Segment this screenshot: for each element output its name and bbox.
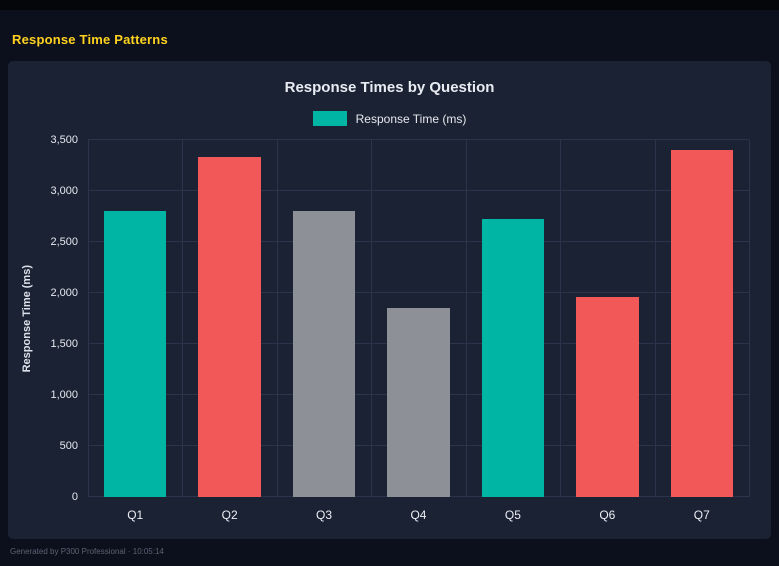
y-tick-label: 500: [59, 440, 78, 452]
bar-q6[interactable]: [576, 297, 639, 497]
bar-q2[interactable]: [198, 157, 261, 497]
gridline-h: [88, 190, 749, 191]
gridline-v: [465, 140, 467, 497]
bar-q1[interactable]: [104, 211, 167, 497]
bar-q4[interactable]: [387, 308, 450, 497]
x-tick-label: Q4: [410, 508, 427, 522]
plot-area: [88, 139, 750, 497]
bar-slot: [371, 140, 465, 497]
gridline-v: [749, 140, 750, 497]
footer-text: Generated by P300 Professional · 10:05:1…: [10, 547, 164, 556]
x-tick-label: Q5: [504, 508, 521, 522]
page-title: Response Time Patterns: [12, 32, 168, 47]
gridline-v: [654, 140, 656, 497]
bar-slot: [560, 140, 654, 497]
gridline-h: [88, 241, 749, 242]
bar-slot: [655, 140, 749, 497]
bar-q5[interactable]: [481, 218, 545, 497]
gridline-v: [371, 140, 373, 497]
legend-item[interactable]: Response Time (ms): [8, 111, 771, 126]
y-axis-title: Response Time (ms): [21, 264, 33, 373]
y-tick-label: 3,500: [50, 134, 78, 146]
x-tick-label: Q2: [221, 508, 238, 522]
bar-slot: [182, 140, 276, 497]
bar-slot: [277, 140, 371, 497]
gridline-v: [182, 140, 184, 497]
y-tick-label: 2,500: [50, 236, 78, 248]
legend-label: Response Time (ms): [355, 111, 467, 126]
y-tick-label: 0: [71, 491, 78, 503]
x-tick-label: Q3: [316, 508, 333, 522]
page-footer: Generated by P300 Professional · 10:05:1…: [0, 539, 779, 564]
gridline-h: [88, 139, 749, 140]
bar-q3[interactable]: [292, 211, 356, 497]
x-tick-label: Q7: [693, 508, 710, 522]
y-tick-label: 1,000: [50, 389, 78, 401]
x-labels: Q1 Q2 Q3 Q4 Q5 Q6 Q7: [88, 508, 749, 522]
y-tick-label: 2,000: [50, 287, 78, 299]
gridline-v: [276, 140, 278, 497]
gridline-v: [560, 140, 562, 497]
bar-slot: [466, 140, 560, 497]
y-tick-label: 3,000: [50, 185, 78, 197]
legend-swatch: [312, 111, 347, 126]
y-tick-label: 1,500: [50, 338, 78, 350]
gridline-v: [88, 140, 89, 497]
x-tick-label: Q6: [599, 508, 616, 522]
y-ticks: 0 500 1,000 1,500 2,000 2,500 3,000 3,500: [38, 134, 88, 503]
bar-q7[interactable]: [670, 150, 733, 497]
chart-body: Response Time (ms) 0 500 1,000 1,500 2,000 2,…: [16, 134, 750, 522]
top-strip: [0, 0, 779, 10]
chart-panel: Response Times by Question Response Time…: [8, 61, 771, 539]
bar-slot: [88, 140, 182, 497]
chart-title: Response Times by Question: [284, 79, 495, 96]
x-tick-label: Q1: [127, 508, 144, 522]
page-header: Response Time Patterns: [0, 10, 779, 59]
gridline-h: [88, 292, 749, 293]
